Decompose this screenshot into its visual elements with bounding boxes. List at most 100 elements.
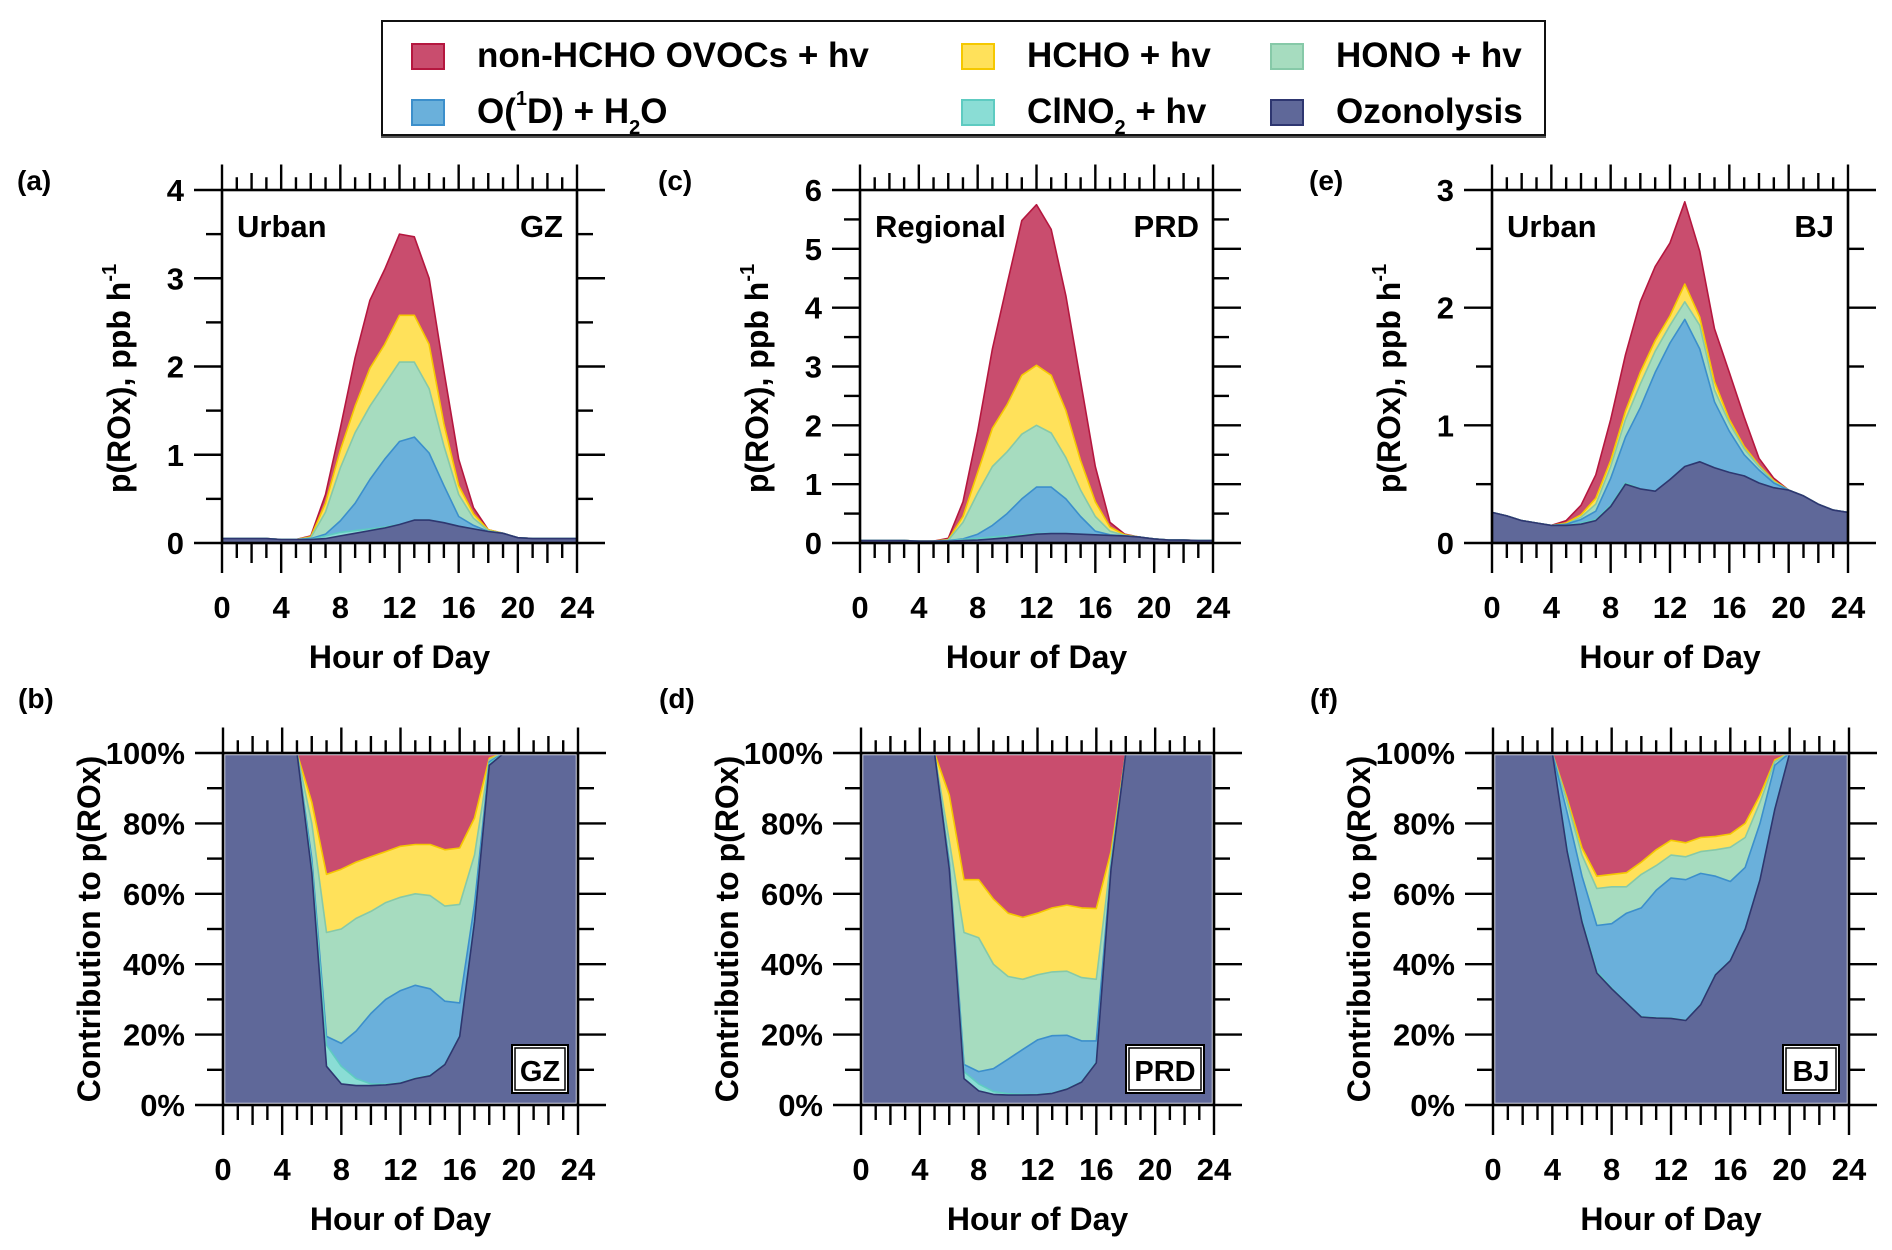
x-axis-title: Hour of Day <box>309 639 491 675</box>
legend-label-ozo: Ozonolysis <box>1336 92 1523 131</box>
y-tick-label: 4 <box>805 291 823 326</box>
site-name-label: BJ <box>1794 209 1834 244</box>
x-tick-label: 20 <box>1771 590 1805 625</box>
y-tick-label: 5 <box>805 232 822 267</box>
x-tick-label: 0 <box>851 590 868 625</box>
y-tick-label: 2 <box>167 350 184 385</box>
site-box-label: BJ <box>1792 1056 1829 1088</box>
x-tick-label: 0 <box>213 590 230 625</box>
area-ozo <box>221 519 578 544</box>
x-tick-label: 24 <box>1832 1152 1867 1187</box>
x-tick-label: 4 <box>1543 590 1561 625</box>
y-tick-label: 60% <box>1393 877 1455 912</box>
y-tick-label: 40% <box>123 947 185 982</box>
y-tick-label: 80% <box>123 806 185 841</box>
y-tick-label: 60% <box>123 877 185 912</box>
legend-swatch-hono <box>1270 42 1304 70</box>
site-box-inner <box>514 1047 566 1091</box>
x-tick-label: 12 <box>1019 590 1053 625</box>
y-tick-label: 100% <box>744 736 823 771</box>
x-tick-label: 16 <box>1078 590 1112 625</box>
legend-item-o1d: O(1D) + H2O <box>411 88 667 139</box>
y-tick-label: 6 <box>805 173 822 208</box>
y-tick-label: 4 <box>167 173 185 208</box>
x-axis-title: Hour of Day <box>310 1201 492 1237</box>
x-tick-label: 4 <box>1544 1152 1562 1187</box>
y-tick-label: 3 <box>1437 173 1454 208</box>
legend-swatch-o1d <box>411 98 445 126</box>
x-axis-title: Hour of Day <box>946 639 1128 675</box>
y-tick-label: 20% <box>761 1018 823 1053</box>
legend-item-hcho: HCHO + hv <box>961 36 1211 76</box>
x-tick-label: 24 <box>560 590 595 625</box>
y-tick-label: 40% <box>1393 947 1455 982</box>
y-tick-label: 0 <box>167 526 184 561</box>
y-tick-label: 100% <box>1376 736 1455 771</box>
x-tick-label: 8 <box>332 590 349 625</box>
y-axis-title: Contribution to p(ROx) <box>1341 756 1377 1103</box>
x-tick-label: 4 <box>274 1152 292 1187</box>
x-tick-label: 24 <box>1197 1152 1232 1187</box>
y-tick-label: 0% <box>1410 1088 1455 1123</box>
area-ozo <box>1491 461 1849 544</box>
site-box-inner <box>1128 1047 1202 1091</box>
x-tick-label: 16 <box>442 1152 476 1187</box>
legend-item-ovoc: non-HCHO OVOCs + hv <box>411 36 869 76</box>
y-tick-label: 2 <box>1437 291 1454 326</box>
site-box-label: PRD <box>1134 1056 1195 1088</box>
x-axis-title: Hour of Day <box>1580 1201 1762 1237</box>
site-type-label: Regional <box>875 209 1006 244</box>
legend: non-HCHO OVOCs + hv HCHO + hv HONO + hv … <box>381 20 1546 139</box>
x-tick-label: 8 <box>1603 1152 1620 1187</box>
y-tick-label: 0% <box>140 1088 185 1123</box>
site-name-label: PRD <box>1134 209 1199 244</box>
y-tick-label: 40% <box>761 947 823 982</box>
y-tick-label: 80% <box>761 806 823 841</box>
x-tick-label: 20 <box>502 1152 536 1187</box>
x-tick-label: 12 <box>383 1152 417 1187</box>
panel-label: (a) <box>17 165 51 196</box>
legend-swatch-ozo <box>1270 98 1304 126</box>
panel-f: 0 4 8 12 16 20 24 0% 20% 40% 60% 80% 100% Hour of Day… <box>1310 683 1877 1237</box>
x-tick-label: 8 <box>1602 590 1619 625</box>
legend-item-clno2: ClNO2 + hv <box>961 92 1206 139</box>
site-type-label: Urban <box>237 209 327 244</box>
x-tick-label: 24 <box>561 1152 596 1187</box>
site-type-label: Urban <box>1507 209 1597 244</box>
x-tick-label: 0 <box>1484 1152 1501 1187</box>
panel-label: (e) <box>1309 165 1343 196</box>
area-ozo <box>859 532 1214 544</box>
y-axis-title: p(ROx), ppb h-1 <box>1369 264 1407 493</box>
y-axis-title: Contribution to p(ROx) <box>71 756 107 1103</box>
x-tick-label: 12 <box>382 590 416 625</box>
y-tick-label: 60% <box>761 877 823 912</box>
site-box <box>1125 1044 1205 1094</box>
x-tick-label: 0 <box>852 1152 869 1187</box>
x-tick-label: 20 <box>1138 1152 1172 1187</box>
site-box-label: GZ <box>520 1056 560 1088</box>
x-tick-label: 0 <box>1483 590 1500 625</box>
legend-swatch-ovoc <box>411 42 445 70</box>
y-axis-title: Contribution to p(ROx) <box>709 756 745 1103</box>
site-box-inner <box>1785 1047 1837 1091</box>
inner-frame <box>861 753 1214 1105</box>
x-tick-label: 8 <box>969 590 986 625</box>
x-tick-label: 20 <box>1772 1152 1806 1187</box>
y-tick-label: 100% <box>106 736 185 771</box>
x-tick-label: 20 <box>1137 590 1171 625</box>
y-axis-title: p(ROx), ppb h-1 <box>737 264 775 493</box>
panel-label: (c) <box>658 165 692 196</box>
inner-frame <box>223 753 578 1105</box>
y-tick-label: 3 <box>805 350 822 385</box>
y-tick-label: 0% <box>778 1088 823 1123</box>
panel-label: (d) <box>659 683 695 714</box>
y-tick-label: 80% <box>1393 806 1455 841</box>
y-tick-label: 1 <box>1437 408 1454 443</box>
x-tick-label: 12 <box>1654 1152 1688 1187</box>
y-tick-label: 2 <box>805 408 822 443</box>
x-tick-label: 4 <box>273 590 291 625</box>
x-tick-label: 8 <box>970 1152 987 1187</box>
